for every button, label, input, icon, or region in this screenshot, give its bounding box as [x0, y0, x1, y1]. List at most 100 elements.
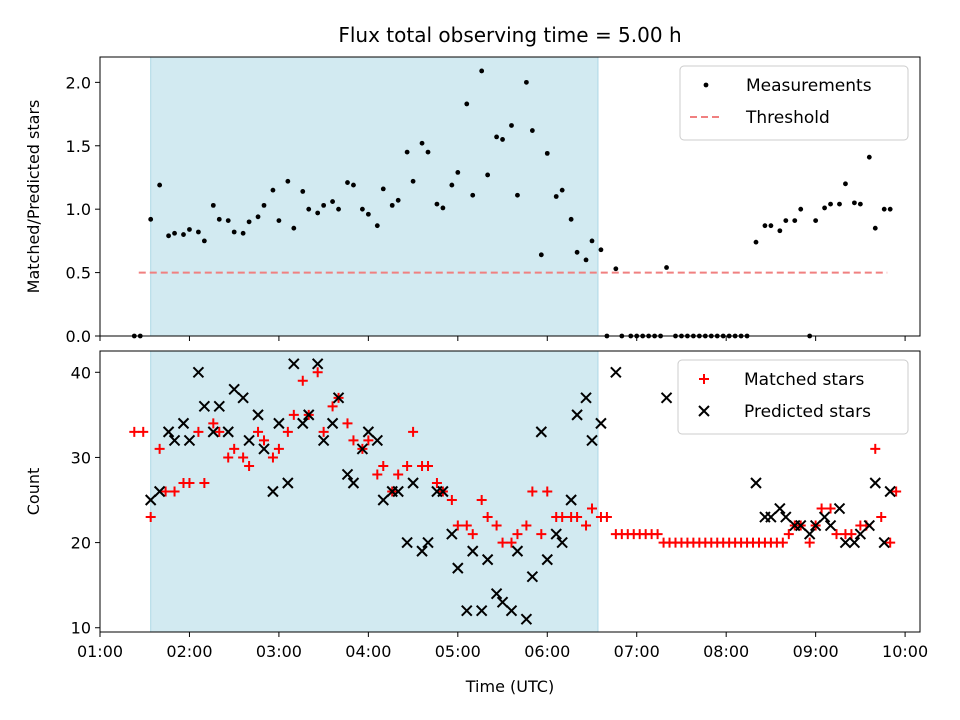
data-point	[240, 230, 246, 236]
data-point	[446, 495, 457, 506]
data-point	[237, 392, 249, 404]
data-point	[581, 520, 592, 531]
data-point	[839, 536, 852, 549]
data-point	[153, 485, 166, 498]
data-point	[494, 134, 499, 140]
data-point	[482, 512, 493, 523]
data-point	[312, 367, 323, 378]
data-point	[885, 537, 896, 548]
data-point	[315, 210, 321, 216]
data-point	[228, 383, 240, 396]
data-point	[270, 187, 276, 193]
legend-marker-swatch	[703, 82, 709, 88]
data-point	[259, 435, 269, 446]
data-point	[244, 460, 255, 471]
data-point	[169, 486, 180, 497]
data-point	[356, 443, 369, 455]
data-point	[193, 426, 204, 437]
data-point	[571, 409, 583, 421]
data-point	[846, 529, 857, 540]
data-point	[213, 400, 225, 413]
data-point	[168, 434, 181, 447]
data-point	[184, 477, 195, 488]
data-point	[490, 587, 503, 600]
data-point	[365, 211, 371, 217]
data-point	[524, 79, 529, 85]
data-point	[196, 229, 201, 235]
data-point	[809, 519, 822, 532]
data-point	[282, 426, 293, 437]
data-point	[586, 434, 598, 447]
data-point	[362, 426, 375, 438]
axes-frame	[99, 350, 921, 633]
data-point	[541, 553, 553, 566]
star-count-panel: 01:00 02:00 03:00 04:00 05:00 06:00 07:00 08:00…	[24, 350, 928, 696]
data-point	[327, 401, 338, 412]
data-point	[765, 511, 777, 523]
flux-ratio-panel: 0.0 0.5 1.0 1.5 2.0 Matched/Predicted stars Me…	[24, 56, 921, 346]
data-point	[341, 468, 354, 481]
data-point	[404, 149, 410, 155]
data-point	[464, 101, 470, 107]
y-tick-label: 0.0	[66, 327, 91, 346]
legend-marker-swatch	[699, 374, 709, 384]
data-point	[521, 520, 532, 531]
data-point	[587, 503, 597, 514]
data-point	[538, 252, 544, 258]
data-point	[198, 400, 211, 413]
data-point	[777, 228, 783, 234]
data-point	[535, 426, 548, 438]
data-point	[580, 392, 592, 404]
x-tick-label: 03:00	[256, 642, 302, 661]
data-point	[371, 434, 384, 447]
data-point	[601, 512, 612, 523]
data-point	[887, 206, 893, 212]
data-point	[393, 469, 404, 480]
data-point	[854, 528, 867, 540]
data-point	[449, 182, 455, 188]
x-tick-label: 02:00	[166, 642, 212, 661]
data-point	[332, 392, 345, 404]
data-point	[216, 216, 222, 222]
data-point	[303, 409, 315, 421]
data-point	[246, 219, 252, 225]
data-point	[461, 605, 473, 617]
data-point	[288, 358, 300, 370]
legend-marker-swatch	[698, 405, 710, 417]
data-point	[372, 469, 383, 480]
data-point	[154, 443, 165, 454]
axes-frame	[99, 56, 921, 337]
data-point	[306, 206, 312, 212]
data-point	[318, 426, 329, 437]
data-point	[225, 218, 231, 223]
data-point	[282, 477, 294, 489]
data-point	[378, 460, 389, 471]
data-point	[231, 229, 237, 235]
data-point	[222, 426, 234, 438]
data-point	[881, 206, 887, 212]
data-point	[273, 443, 284, 454]
data-point	[476, 495, 487, 506]
data-point	[291, 225, 297, 231]
data-point	[497, 537, 508, 548]
data-point	[238, 452, 249, 463]
data-point	[870, 443, 881, 454]
data-point	[419, 140, 425, 146]
data-point	[869, 477, 881, 489]
data-point	[572, 512, 583, 523]
data-point	[172, 230, 177, 236]
data-point	[243, 434, 255, 447]
data-point	[831, 529, 842, 540]
data-point	[818, 511, 831, 523]
data-point	[595, 417, 607, 430]
data-point	[288, 409, 299, 420]
y-tick-label: 1.0	[66, 200, 91, 219]
x-tick-label: 07:00	[614, 642, 660, 661]
data-point	[475, 605, 488, 617]
data-point	[300, 189, 306, 194]
x-tick-label: 01:00	[77, 642, 123, 661]
data-point	[598, 247, 604, 253]
data-point	[446, 528, 458, 540]
legend-label: Threshold	[745, 108, 830, 128]
data-point	[348, 435, 359, 446]
